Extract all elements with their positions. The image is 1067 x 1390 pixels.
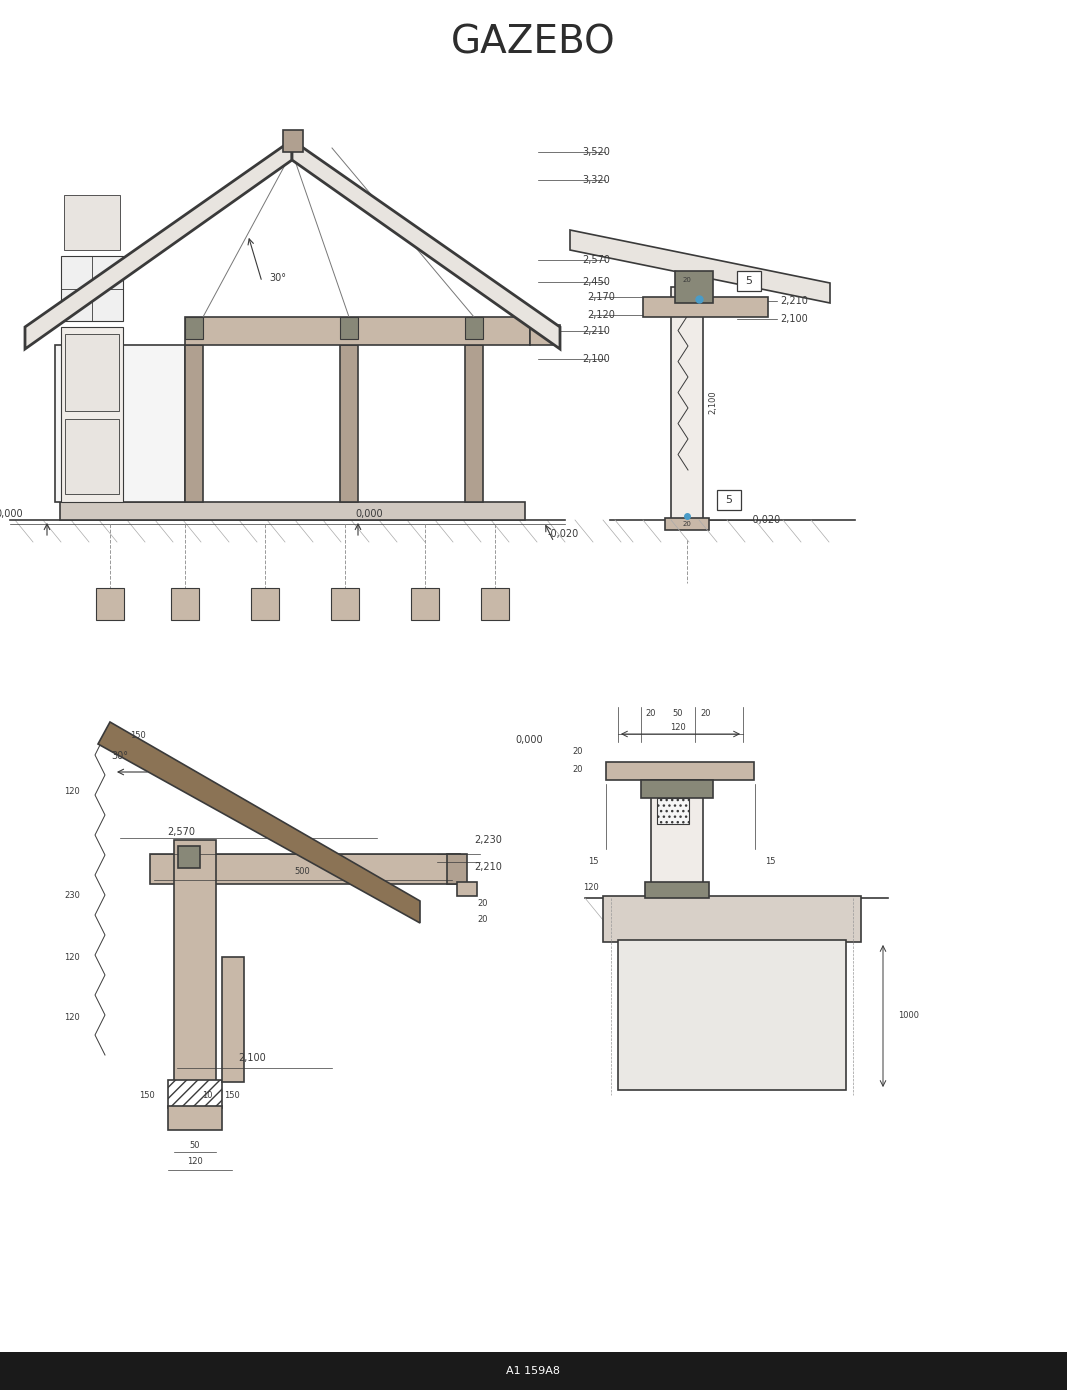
Bar [643, 297, 768, 317]
Text: 2,100: 2,100 [238, 1054, 266, 1063]
Bar [185, 345, 203, 502]
Bar [665, 518, 708, 530]
Text: 2,100: 2,100 [582, 354, 609, 364]
Bar [331, 588, 359, 620]
Text: -0,020: -0,020 [548, 530, 579, 539]
Bar [222, 956, 244, 1081]
Text: 0,000: 0,000 [0, 509, 23, 518]
Text: 2,230: 2,230 [474, 835, 501, 845]
Bar [737, 271, 761, 291]
Bar [150, 853, 460, 884]
Bar [671, 286, 703, 520]
Text: 15: 15 [589, 858, 599, 866]
Polygon shape [25, 140, 292, 349]
Bar [185, 317, 203, 339]
Text: 150: 150 [224, 1091, 240, 1101]
Text: 1000: 1000 [898, 1012, 919, 1020]
Text: 5: 5 [746, 277, 752, 286]
Text: -0,020: -0,020 [750, 516, 781, 525]
Bar [178, 847, 200, 867]
Text: A1 159A8: A1 159A8 [506, 1366, 560, 1376]
Bar [0, 1352, 1067, 1390]
Text: 0,000: 0,000 [355, 509, 383, 518]
Text: 120: 120 [64, 788, 80, 796]
Text: 500: 500 [294, 867, 309, 877]
Bar [61, 256, 123, 321]
Text: 3,320: 3,320 [582, 175, 609, 185]
Bar [447, 853, 467, 884]
Bar [657, 798, 689, 824]
Text: 50: 50 [190, 1141, 201, 1150]
Text: GAZEBO: GAZEBO [450, 24, 616, 61]
Bar [641, 780, 713, 798]
Bar [481, 588, 509, 620]
Bar [530, 325, 560, 345]
Bar [465, 345, 483, 502]
Bar [174, 840, 216, 1081]
Text: 20: 20 [477, 916, 488, 924]
Bar [65, 418, 120, 493]
Bar [603, 897, 861, 942]
Bar [675, 271, 713, 303]
Text: 120: 120 [64, 954, 80, 962]
Bar [65, 334, 120, 411]
Bar [171, 588, 200, 620]
Text: 2,210: 2,210 [474, 862, 501, 872]
Bar [644, 883, 708, 898]
Bar [168, 1080, 222, 1108]
Bar [651, 780, 703, 884]
Bar [340, 345, 359, 502]
Text: 2,570: 2,570 [582, 254, 610, 265]
Bar [457, 883, 477, 897]
Text: 15: 15 [765, 858, 776, 866]
Bar [64, 195, 120, 250]
Text: 30°: 30° [270, 272, 287, 284]
Text: 120: 120 [584, 884, 599, 892]
Text: 50: 50 [673, 709, 683, 719]
Text: 30°: 30° [111, 751, 128, 760]
Text: 150: 150 [130, 731, 146, 739]
Text: 20: 20 [477, 899, 488, 909]
Bar [185, 317, 530, 345]
Bar [465, 317, 483, 339]
Text: 2,570: 2,570 [168, 827, 195, 837]
Text: 20: 20 [573, 748, 583, 756]
Text: 2,100: 2,100 [780, 314, 808, 324]
Text: 20: 20 [701, 709, 712, 719]
Polygon shape [98, 721, 420, 923]
Text: 2,210: 2,210 [582, 327, 610, 336]
Text: 10: 10 [202, 1091, 212, 1101]
Bar [606, 762, 754, 780]
Text: 2,100: 2,100 [708, 391, 717, 414]
Bar [55, 345, 185, 502]
Text: 230: 230 [64, 891, 80, 899]
Text: 5: 5 [726, 495, 733, 505]
Bar [618, 940, 846, 1090]
Bar [60, 502, 525, 520]
Bar [168, 1106, 222, 1130]
Bar [96, 588, 124, 620]
Text: 120: 120 [64, 1013, 80, 1023]
Text: 120: 120 [670, 723, 686, 731]
Text: 0,000: 0,000 [515, 735, 543, 745]
Bar [251, 588, 278, 620]
Text: 150: 150 [139, 1091, 155, 1101]
Text: 20: 20 [683, 277, 691, 284]
Text: 2,170: 2,170 [587, 292, 615, 302]
Bar [61, 327, 123, 502]
Text: 2,210: 2,210 [780, 296, 808, 306]
Polygon shape [570, 229, 830, 303]
Text: 120: 120 [187, 1158, 203, 1166]
Text: 20: 20 [573, 766, 583, 774]
Text: 3,520: 3,520 [582, 147, 610, 157]
Bar [411, 588, 439, 620]
Text: 20: 20 [646, 709, 656, 719]
Bar [340, 317, 359, 339]
Text: 20: 20 [683, 521, 691, 527]
Text: 2,450: 2,450 [582, 277, 610, 286]
Bar [283, 131, 303, 152]
Bar [717, 491, 740, 510]
Text: 2,120: 2,120 [587, 310, 615, 320]
Polygon shape [292, 140, 560, 349]
